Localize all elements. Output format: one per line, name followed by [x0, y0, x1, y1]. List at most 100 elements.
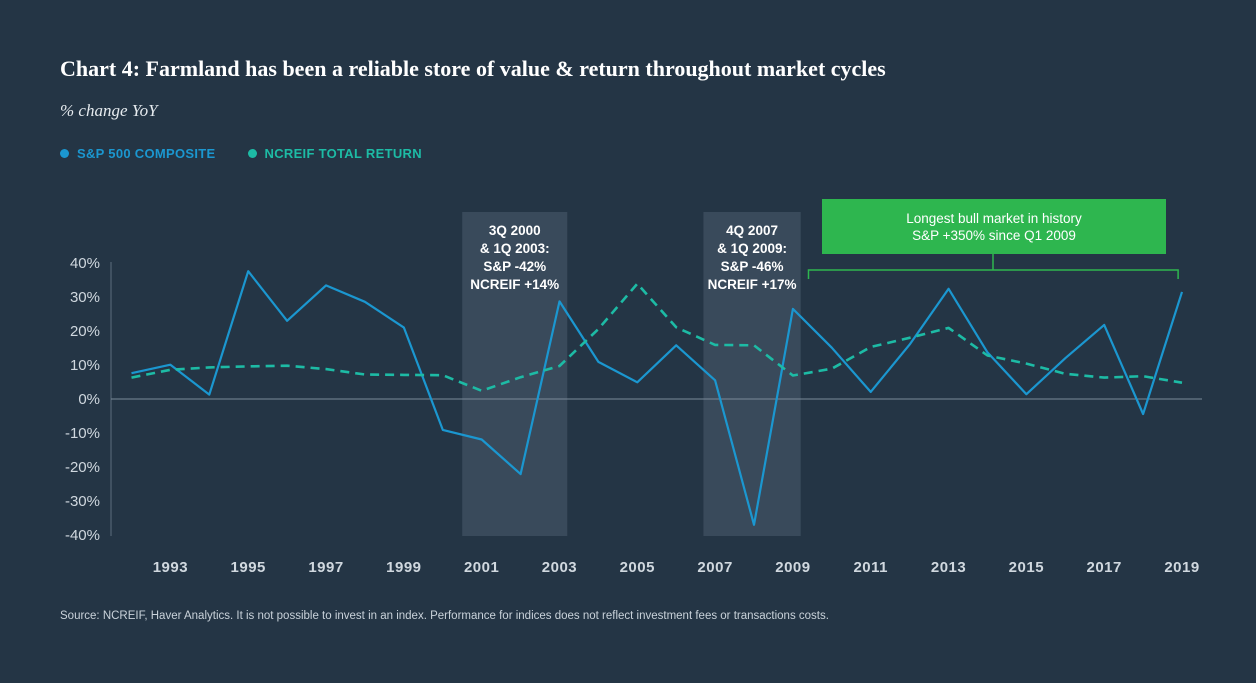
- sp500-point: [1102, 323, 1106, 327]
- bull-annotation-line-1: Longest bull market in history: [906, 210, 1082, 226]
- sp500-point: [1063, 356, 1067, 360]
- ncreif-point: [402, 373, 406, 377]
- ncreif-point: [519, 375, 523, 379]
- ncreif-point: [480, 389, 484, 393]
- y-tick-label: 10%: [70, 357, 100, 374]
- sp500-point: [207, 393, 211, 397]
- ncreif-series-line: [131, 282, 1183, 393]
- sp500-point: [869, 390, 873, 394]
- ncreif-point: [285, 364, 289, 368]
- annotation-dotcom-line-3: S&P -42%: [483, 259, 546, 274]
- ncreif-point: [1102, 376, 1106, 380]
- x-tick-label: 2001: [464, 559, 499, 576]
- ncreif-point: [791, 374, 795, 378]
- sp500-series-line: [131, 270, 1184, 526]
- x-tick-label: 2013: [931, 559, 966, 576]
- y-tick-label: -30%: [65, 493, 100, 510]
- sp500-point: [674, 343, 678, 347]
- sp500-point: [830, 346, 834, 350]
- chart-subtitle: % change YoY: [60, 101, 158, 120]
- sp500-point: [1180, 290, 1184, 294]
- chart-title: Chart 4: Farmland has been a reliable st…: [60, 56, 886, 81]
- sp500-point: [947, 287, 951, 291]
- x-tick-label: 2005: [620, 559, 655, 576]
- bull-annotation-line-2: S&P +350% since Q1 2009: [912, 227, 1076, 243]
- sp500-point: [596, 360, 600, 364]
- sp500-legend-dot: [60, 149, 69, 158]
- y-tick-label: -10%: [65, 425, 100, 442]
- y-tick-label: 30%: [70, 289, 100, 306]
- annotation-dotcom-line-2: & 1Q 2003:: [480, 241, 550, 256]
- shaded-period-gfc: [703, 212, 801, 536]
- annotation-gfc-line-3: S&P -46%: [721, 259, 784, 274]
- ncreif-point: [947, 326, 951, 330]
- legend: S&P 500 COMPOSITE NCREIF TOTAL RETURN: [60, 146, 422, 161]
- x-tick-label: 2007: [697, 559, 732, 576]
- x-tick-label: 1995: [231, 559, 266, 576]
- ncreif-point: [635, 282, 639, 286]
- ncreif-point: [168, 368, 172, 372]
- sp500-point: [363, 300, 367, 304]
- legend-label-sp500: S&P 500 COMPOSITE: [77, 146, 216, 161]
- sp500-point: [791, 307, 795, 311]
- annotation-gfc-line-1: 4Q 2007: [726, 223, 778, 238]
- ncreif-point: [207, 365, 211, 369]
- sp500-point: [324, 283, 328, 287]
- y-tick-label: 40%: [70, 255, 100, 272]
- ncreif-point: [985, 353, 989, 357]
- sp500-point: [402, 326, 406, 330]
- x-tick-label: 2003: [542, 559, 577, 576]
- sp500-point: [713, 378, 717, 382]
- y-tick-label: 20%: [70, 323, 100, 340]
- sp500-point: [246, 269, 250, 273]
- ncreif-point: [1024, 362, 1028, 366]
- ncreif-point: [869, 345, 873, 349]
- sp500-point: [130, 371, 134, 375]
- sp500-point: [557, 299, 561, 303]
- x-tick-label: 2011: [853, 559, 888, 576]
- legend-label-ncreif: NCREIF TOTAL RETURN: [264, 146, 422, 161]
- y-tick-label: -40%: [65, 527, 100, 544]
- ncreif-point: [1063, 372, 1067, 376]
- sp500-point: [1141, 412, 1145, 416]
- ncreif-point: [908, 336, 912, 340]
- ncreif-point: [752, 343, 756, 347]
- sp500-point: [480, 437, 484, 441]
- bull-market-annotation: Longest bull market in history S&P +350%…: [822, 199, 1166, 254]
- annotation-gfc-line-4: NCREIF +17%: [708, 277, 797, 292]
- x-tick-label: 2015: [1009, 559, 1044, 576]
- sp500-point: [752, 523, 756, 527]
- x-tick-label: 1997: [308, 559, 343, 576]
- y-tick-label: -20%: [65, 459, 100, 476]
- x-tick-label: 1999: [386, 559, 421, 576]
- x-tick-label: 2009: [775, 559, 810, 576]
- x-tick-label: 2017: [1086, 559, 1121, 576]
- ncreif-point: [1180, 381, 1184, 385]
- annotation-gfc-line-2: & 1Q 2009:: [717, 241, 787, 256]
- bull-market-bracket: [807, 254, 1179, 279]
- ncreif-point: [1141, 374, 1145, 378]
- ncreif-point: [713, 343, 717, 347]
- ncreif-point: [130, 376, 134, 380]
- legend-item-ncreif: NCREIF TOTAL RETURN: [247, 146, 422, 161]
- sp500-point: [635, 380, 639, 384]
- ncreif-point: [246, 364, 250, 368]
- annotation-dotcom-line-1: 3Q 2000: [489, 223, 541, 238]
- shaded-period-dotcom: [462, 212, 568, 536]
- ncreif-point: [674, 325, 678, 329]
- ncreif-point: [830, 367, 834, 371]
- ncreif-point: [441, 373, 445, 377]
- sp500-point: [168, 363, 172, 367]
- x-tick-label: 1993: [153, 559, 188, 576]
- sp500-point: [1024, 392, 1028, 396]
- ncreif-point: [363, 373, 367, 377]
- ncreif-point: [557, 364, 561, 368]
- ncreif-legend-dot: [247, 149, 257, 158]
- sp500-point: [285, 319, 289, 323]
- x-tick-label: 2019: [1164, 559, 1199, 576]
- sp500-point: [908, 343, 912, 347]
- ncreif-point: [596, 327, 600, 331]
- y-tick-label: 0%: [78, 391, 100, 408]
- sp500-point: [441, 428, 445, 432]
